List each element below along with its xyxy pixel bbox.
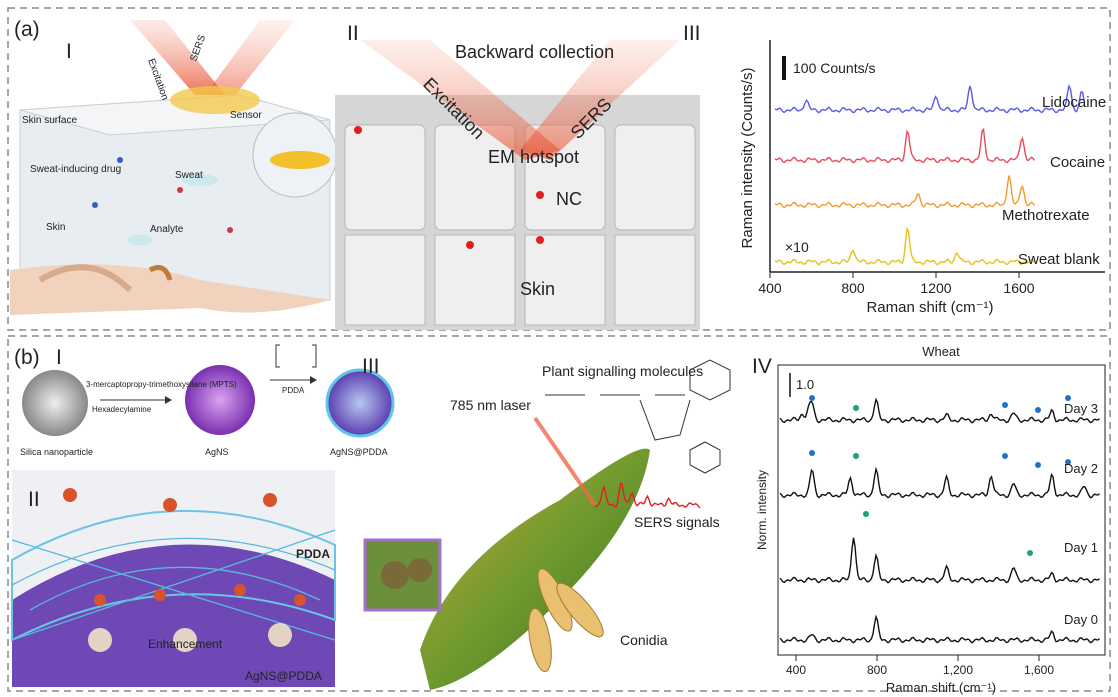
panel-label: (b) <box>14 346 40 369</box>
annotation: PDDA <box>296 547 330 561</box>
spectrum <box>780 400 1100 423</box>
annotation: AgNS@PDDA <box>330 447 388 457</box>
part-label: I <box>66 40 72 63</box>
annotation: Conidia <box>620 632 668 648</box>
annotation: Sweat <box>175 170 203 181</box>
spectrum <box>780 538 1100 583</box>
annotation: Silica nanoparticle <box>20 447 93 457</box>
annotation: AgNS <box>205 447 229 457</box>
plot-frame <box>778 365 1105 655</box>
annotation: 785 nm laser <box>450 397 531 413</box>
annotation: EM hotspot <box>488 147 579 167</box>
illustration-a2 <box>335 40 700 330</box>
part-label: II <box>347 22 359 45</box>
spectrum-label: Day 2 <box>1064 461 1098 476</box>
spectrum-label: Cocaine <box>1050 154 1105 171</box>
peak-marker <box>853 453 859 459</box>
annotation: SERS signals <box>634 514 720 530</box>
x-tick-label: 400 <box>786 663 806 677</box>
peak-marker <box>1035 407 1041 413</box>
annotation: AgNS@PDDA <box>245 669 322 683</box>
plot-title: Wheat <box>922 344 960 359</box>
part-label: IV <box>752 355 772 378</box>
scale-bar-label: 100 Counts/s <box>793 60 876 76</box>
part-label: III <box>683 22 701 45</box>
annotation: Analyte <box>150 224 184 235</box>
annotation: 3-mercaptopropy-trimethoxysilane (MPTS) <box>86 380 237 389</box>
spectrum-label: Methotrexate <box>1002 207 1090 224</box>
x-axis-label: Raman shift (cm⁻¹) <box>866 299 993 316</box>
annotation: Backward collection <box>455 42 614 62</box>
peak-marker <box>1035 462 1041 468</box>
annotation: Enhancement <box>148 637 223 651</box>
x-axis-label: Raman shift (cm⁻¹) <box>886 680 996 695</box>
peak-marker <box>1027 550 1033 556</box>
x-tick-label: 1,200 <box>943 663 973 677</box>
part-label: II <box>28 488 40 511</box>
x-tick-label: 800 <box>867 663 887 677</box>
x-tick-label: 1600 <box>1003 280 1034 296</box>
x-tick-label: 1200 <box>920 280 951 296</box>
annotation: SERS <box>188 33 208 63</box>
annotation: Sweat-inducing drug <box>30 164 121 175</box>
y-axis-label: Norm. intensity <box>755 470 769 550</box>
spectrum <box>780 469 1100 498</box>
annotation: Skin <box>520 279 555 299</box>
annotation: Excitation <box>145 57 170 102</box>
spectrum <box>775 176 1035 208</box>
spectrum-label: Day 3 <box>1064 401 1098 416</box>
peak-marker <box>863 511 869 517</box>
peak-marker <box>809 450 815 456</box>
annotation: Skin surface <box>22 115 77 126</box>
part-label: III <box>362 355 380 378</box>
spectrum <box>775 86 1084 113</box>
spectrum-label: Sweat blank <box>1018 251 1100 268</box>
part-label: I <box>56 346 62 369</box>
annotation: ×10 <box>785 239 809 255</box>
annotation: Plant signalling molecules <box>542 363 703 379</box>
y-axis-label: Raman intensity (Counts/s) <box>739 68 756 249</box>
spectrum-label: Day 1 <box>1064 540 1098 555</box>
x-tick-label: 400 <box>758 280 782 296</box>
annotation: Skin <box>46 222 65 233</box>
illustration-b1 <box>22 345 393 436</box>
x-tick-label: 800 <box>841 280 865 296</box>
annotation: Hexadecylamine <box>92 405 152 414</box>
plot-b4: 400 800 1,200 1,600 <box>780 373 1100 677</box>
spectrum-label: Lidocaine <box>1042 94 1106 111</box>
annotation: NC <box>556 189 582 209</box>
x-tick-label: 1,600 <box>1024 663 1054 677</box>
panel-label: (a) <box>14 18 40 41</box>
figure: (a) I Excitation SERS Sensor Skin surfac… <box>0 0 1118 697</box>
spectrum-label: Day 0 <box>1064 612 1098 627</box>
illustration-b2 <box>12 470 335 687</box>
peak-marker <box>1002 453 1008 459</box>
peak-marker <box>853 405 859 411</box>
peak-marker <box>809 395 815 401</box>
peak-marker <box>1002 402 1008 408</box>
scale-bar-label: 1.0 <box>796 377 814 392</box>
annotation: Sensor <box>230 110 262 121</box>
spectrum <box>780 617 1100 643</box>
annotation: PDDA <box>282 386 305 395</box>
spectrum <box>775 229 1035 265</box>
spectrum <box>775 129 1035 162</box>
